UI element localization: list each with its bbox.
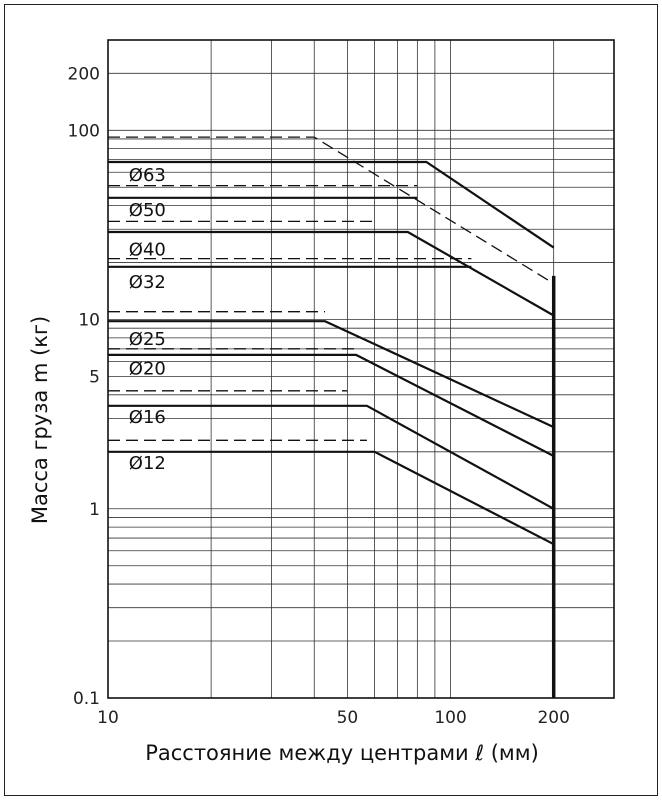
x-tick-label: 100 (434, 708, 466, 728)
y-tick-label: 0.1 (73, 689, 100, 709)
x-tick-label: 10 (97, 708, 119, 728)
x-tick-labels: 10 50 100 200 (97, 708, 570, 728)
series-line-d20-solid (108, 353, 555, 457)
x-tick-label: 200 (537, 708, 569, 728)
series-label: Ø32 (129, 272, 166, 293)
series-label: Ø40 (129, 239, 166, 260)
y-tick-label: 1 (89, 500, 100, 520)
series-labels: Ø63 Ø50 Ø40 Ø32 Ø25 Ø20 Ø16 Ø12 (129, 165, 166, 474)
y-tick-labels: 0.1 1 5 10 100 200 (68, 64, 100, 709)
y-tick-label: 100 (68, 121, 100, 141)
y-axis-title: Масса груза m (кг) (28, 316, 52, 524)
series-line-d25-solid (108, 320, 555, 429)
series-label: Ø20 (129, 359, 166, 380)
grid (108, 40, 614, 698)
plot-border (107, 39, 615, 699)
y-tick-label: 5 (89, 367, 100, 387)
series-label: Ø16 (129, 407, 166, 428)
chart-frame (4, 4, 658, 796)
series-label: Ø12 (129, 453, 166, 474)
x-axis-title: Расстояние между центрами ℓ (мм) (145, 741, 539, 765)
series-label: Ø63 (129, 165, 166, 186)
series-line-d16-solid (108, 404, 555, 510)
series-line-d12-solid (108, 450, 555, 546)
series-label: Ø25 (129, 329, 166, 350)
series-line-d63-solid (108, 160, 555, 249)
y-tick-label: 200 (68, 64, 100, 84)
series-lines (108, 136, 556, 698)
y-tick-label: 10 (78, 311, 100, 331)
x-tick-label: 50 (337, 708, 359, 728)
series-label: Ø50 (129, 200, 166, 221)
series-line-d40-solid (108, 230, 555, 317)
series-line-d63-dashed (108, 136, 555, 285)
